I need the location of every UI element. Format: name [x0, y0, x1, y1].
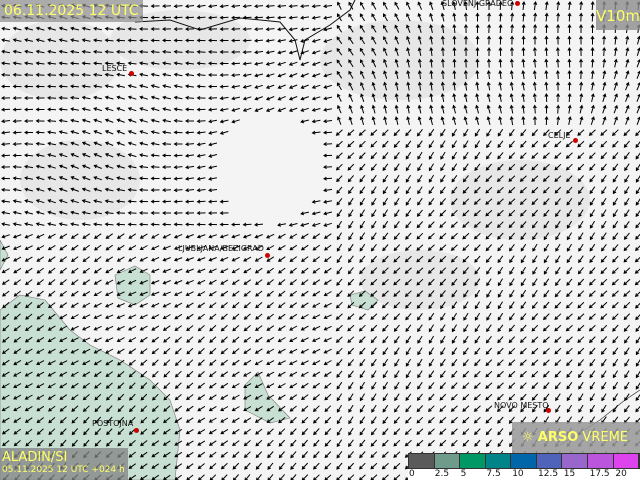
legend-tick: 15	[563, 469, 576, 479]
legend-tick: 5	[460, 469, 467, 479]
city-label: SLOVENJ GRADEC	[442, 0, 513, 8]
legend-swatch	[587, 454, 614, 468]
legend-tick: 20	[615, 469, 627, 479]
legend-swatch	[613, 454, 640, 468]
parameter-label: V10m	[596, 0, 640, 30]
legend-swatch	[409, 454, 435, 468]
city-marker	[129, 71, 134, 76]
legend-swatch	[562, 454, 588, 468]
city-marker	[573, 138, 578, 143]
legend-swatch	[434, 454, 461, 468]
legend-swatch	[485, 454, 512, 468]
model-name: ALADIN/SI	[2, 450, 68, 465]
legend-swatch	[460, 454, 486, 468]
brand-logo: ☼ ARSO VREME	[512, 422, 640, 454]
city-marker	[265, 253, 270, 258]
legend-tick: 0	[409, 469, 415, 479]
city-label: NOVO MESTO	[494, 401, 549, 410]
legend-tick: 10	[512, 469, 524, 479]
sun-icon: ☼	[522, 430, 538, 445]
wind-speed-legend: 0 2.5 5 7.5 10 12.5 15 17.5 20	[408, 453, 640, 480]
valid-time: 06.11.2025 12 UTC	[0, 0, 143, 22]
legend-tick: 12.5	[538, 469, 559, 479]
model-info: ALADIN/SI 05.11.2025 12 UTC +024 h	[0, 448, 128, 480]
city-marker	[134, 428, 139, 433]
city-label: LESCE	[102, 64, 128, 73]
model-run: 05.11.2025 12 UTC +024 h	[2, 465, 125, 475]
city-marker	[515, 1, 520, 6]
legend-swatch	[511, 454, 537, 468]
legend-tick: 17.5	[589, 469, 610, 479]
legend-swatch	[536, 454, 563, 468]
city-label: CELJE	[548, 131, 571, 140]
city-label: LJUBLJANA/BEZIGRAD	[178, 244, 264, 253]
city-label: POSTOJNA	[92, 419, 134, 428]
city-marker	[546, 408, 551, 413]
legend-tick: 7.5	[486, 469, 501, 479]
legend-tick: 2.5	[434, 469, 450, 479]
